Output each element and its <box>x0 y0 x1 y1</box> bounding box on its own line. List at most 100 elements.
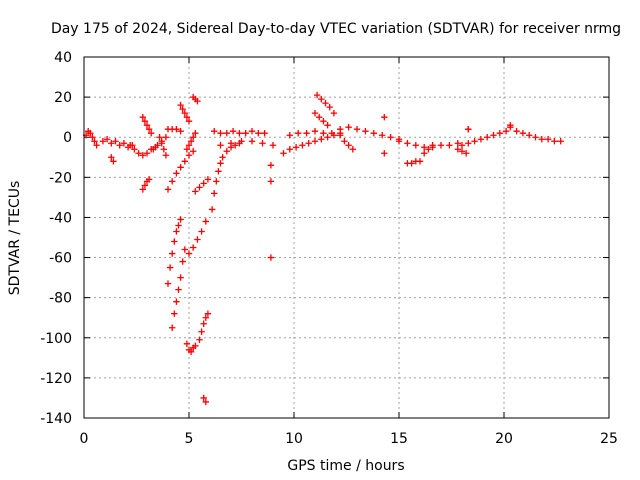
grid-lines <box>84 57 609 418</box>
data-point <box>196 336 203 343</box>
y-tick-label: 20 <box>54 90 72 106</box>
series-arc-18hr-neg <box>454 146 470 157</box>
series-arc-11.2hr-mid <box>311 109 331 129</box>
data-point <box>200 320 207 327</box>
data-point <box>177 101 184 109</box>
y-tick-label: -120 <box>40 371 72 387</box>
data-point <box>463 150 470 157</box>
data-point <box>164 186 172 193</box>
x-tick-labels: 0 5 10 15 20 25 <box>80 431 618 447</box>
data-point <box>187 138 195 145</box>
data-point <box>416 158 424 165</box>
data-point <box>484 134 491 141</box>
data-point <box>229 128 237 135</box>
data-point <box>166 264 174 271</box>
data-point <box>211 128 218 135</box>
y-tick-label: 0 <box>63 130 72 146</box>
data-point <box>187 348 195 356</box>
data-point <box>194 236 201 243</box>
data-point <box>458 142 466 149</box>
data-point <box>465 126 472 133</box>
x-tick-label: 20 <box>495 431 513 447</box>
data-point <box>89 134 96 141</box>
data-point <box>108 154 115 161</box>
series-arc-6-9hr-row <box>217 138 277 149</box>
data-point <box>446 142 453 149</box>
series-arc-1hr-b <box>108 154 117 165</box>
x-axis-label: GPS time / hours <box>287 458 404 474</box>
data-point <box>507 121 514 129</box>
data-point <box>311 109 319 117</box>
data-point <box>162 134 170 141</box>
series-arc-4hr-band <box>164 126 184 135</box>
data-point <box>173 298 180 305</box>
x-tick-label: 25 <box>600 431 618 447</box>
data-point <box>490 132 497 139</box>
data-point <box>513 128 520 135</box>
data-point <box>204 176 212 183</box>
data-point <box>305 140 312 147</box>
data-point <box>408 160 415 167</box>
data-point <box>112 138 119 145</box>
series-arc-5.4hr-deep <box>185 218 209 257</box>
data-point <box>198 328 205 335</box>
series-arc-15.5hr-neg <box>404 158 424 167</box>
data-point <box>429 142 436 149</box>
data-point <box>324 121 331 129</box>
data-point <box>286 146 293 153</box>
data-point <box>179 105 186 113</box>
series-arc-3.5-upper <box>156 134 170 159</box>
data-point <box>177 164 184 171</box>
data-point <box>345 123 352 131</box>
axis-ticks <box>83 56 610 419</box>
data-point <box>217 130 224 137</box>
data-point <box>131 146 138 153</box>
data-point <box>194 97 201 105</box>
data-point <box>303 130 310 137</box>
series-arc-20.3hr-top <box>507 121 514 129</box>
data-point <box>502 128 510 135</box>
data-point <box>320 117 327 125</box>
data-point <box>477 136 485 143</box>
data-point <box>318 136 325 143</box>
data-point <box>181 246 188 253</box>
data-point <box>330 109 338 117</box>
data-point <box>93 142 100 149</box>
series-arc-4-5hr-deep <box>169 246 188 331</box>
data-point <box>169 324 176 331</box>
x-tick-label: 15 <box>390 431 408 447</box>
data-point <box>248 138 256 145</box>
data-point <box>259 140 266 147</box>
y-tick-label: -80 <box>49 291 72 307</box>
data-point <box>381 150 388 157</box>
data-point <box>286 132 293 139</box>
data-point <box>370 130 377 137</box>
y-tick-label: -140 <box>40 411 72 427</box>
data-point <box>213 178 220 185</box>
data-point <box>202 218 209 225</box>
data-point <box>395 138 403 145</box>
data-point <box>116 142 123 149</box>
series-arc-3hr-neg <box>139 176 153 193</box>
series-arc-16.5hr-neg <box>421 142 436 157</box>
data-point <box>154 142 161 149</box>
data-point <box>421 150 428 157</box>
data-point <box>156 134 163 141</box>
data-point <box>145 176 153 183</box>
data-point <box>341 138 348 145</box>
data-point <box>217 142 224 149</box>
data-point <box>248 128 256 135</box>
data-point <box>173 126 180 133</box>
y-tick-labels: -140 -120 -100 -80 -60 -40 -20 0 20 40 <box>40 50 72 427</box>
data-point <box>190 148 197 155</box>
data-point <box>337 126 344 133</box>
data-point <box>381 113 388 121</box>
data-point <box>320 130 327 137</box>
plot-frame <box>83 56 610 419</box>
data-point <box>532 134 539 141</box>
series-arc-12.5hr-neg <box>341 138 356 153</box>
chart-title: Day 175 of 2024, Sidereal Day-to-day VTE… <box>51 21 621 37</box>
data-point <box>299 142 306 149</box>
series-arc-6hr-drop <box>208 140 243 213</box>
data-point <box>328 130 335 137</box>
